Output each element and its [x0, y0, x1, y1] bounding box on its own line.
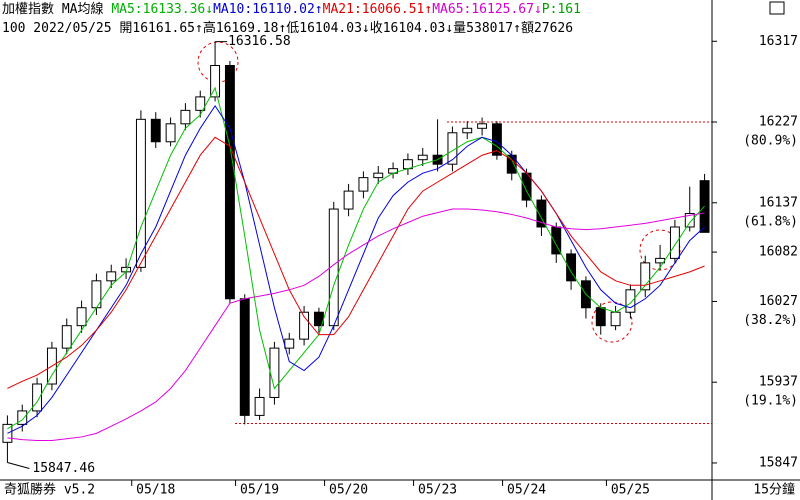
candle-body	[224, 64, 235, 300]
candle-body	[373, 172, 384, 179]
header-segment: P:161	[542, 2, 581, 17]
max-label: 16316.58	[228, 34, 291, 49]
window-button[interactable]	[769, 1, 785, 15]
candle-body	[195, 96, 206, 111]
header-segment: MA10:16110.02↑	[213, 2, 323, 17]
candle-body	[299, 311, 310, 340]
candle-body	[566, 253, 577, 282]
candle-body	[610, 311, 621, 327]
y-tick-label: 16137	[759, 195, 798, 210]
pct-tick-label: (80.9%)	[743, 134, 798, 149]
candle-body	[536, 199, 547, 228]
candle-body	[17, 410, 28, 425]
x-tick-label: 05/24	[507, 483, 546, 498]
candle-body	[684, 213, 695, 228]
y-tick-label: 16082	[759, 245, 798, 260]
header-segment: MA21:16066.51↑	[323, 2, 433, 17]
header-segment: MA65:16125.67↓	[432, 2, 542, 17]
candle-body	[343, 190, 354, 210]
candle-body	[640, 262, 651, 291]
y-tick-label: 16227	[759, 115, 798, 130]
x-tick-label: 05/25	[611, 483, 650, 498]
min-label: 15847.46	[32, 461, 95, 476]
candle-body	[165, 123, 176, 143]
candle-body	[284, 338, 295, 349]
candle-body	[106, 271, 117, 282]
pct-tick-label: (61.8%)	[743, 214, 798, 229]
period-label: 15分鐘	[753, 482, 795, 498]
y-tick-label: 15847	[759, 455, 798, 470]
x-tick-label: 05/20	[329, 483, 368, 498]
pct-tick-label: (38.2%)	[743, 313, 798, 328]
candle-body	[417, 154, 428, 161]
header-segment: MA5:16133.36↓	[111, 2, 213, 17]
header-segment: 100 2022/05/25 開16161.65↑高16169.18↑低1610…	[2, 20, 573, 36]
x-tick-label: 05/19	[240, 483, 279, 498]
footer-left: 奇狐勝券 v5.2	[4, 482, 95, 498]
candle-body	[477, 123, 488, 129]
candle-body	[135, 118, 146, 268]
candle-body	[239, 298, 250, 416]
candle-body	[32, 383, 43, 412]
candle-body	[150, 118, 161, 143]
pct-tick-label: (19.1%)	[743, 394, 798, 409]
annotation-leader	[7, 462, 30, 470]
candle-body	[358, 177, 369, 192]
y-tick-label: 16027	[759, 294, 798, 309]
ma-line	[7, 104, 705, 434]
candle-body	[210, 64, 221, 98]
candle-body	[61, 325, 72, 349]
highlight-circle	[591, 301, 633, 343]
candle-body	[180, 109, 191, 125]
candle-body	[462, 127, 473, 134]
candle-body	[669, 226, 680, 259]
ma-line	[7, 208, 705, 442]
header-segment: 加權指數 MA均線	[2, 1, 111, 17]
y-tick-label: 15937	[759, 375, 798, 390]
candle-body	[76, 307, 87, 327]
ma-line	[7, 86, 705, 430]
x-tick-label: 05/18	[136, 483, 175, 498]
ma-line	[7, 136, 705, 389]
candle-body	[491, 123, 502, 156]
candle-body	[254, 396, 265, 416]
header-line: 100 2022/05/25 開16161.65↑高16169.18↑低1610…	[2, 20, 573, 36]
header-line: 加權指數 MA均線 MA5:16133.36↓MA10:16110.02↑MA2…	[2, 1, 581, 17]
x-tick-label: 05/23	[418, 483, 457, 498]
candle-body	[595, 307, 606, 327]
y-tick-label: 16317	[759, 34, 798, 49]
candle-body	[269, 347, 280, 398]
candle-body	[625, 289, 636, 313]
